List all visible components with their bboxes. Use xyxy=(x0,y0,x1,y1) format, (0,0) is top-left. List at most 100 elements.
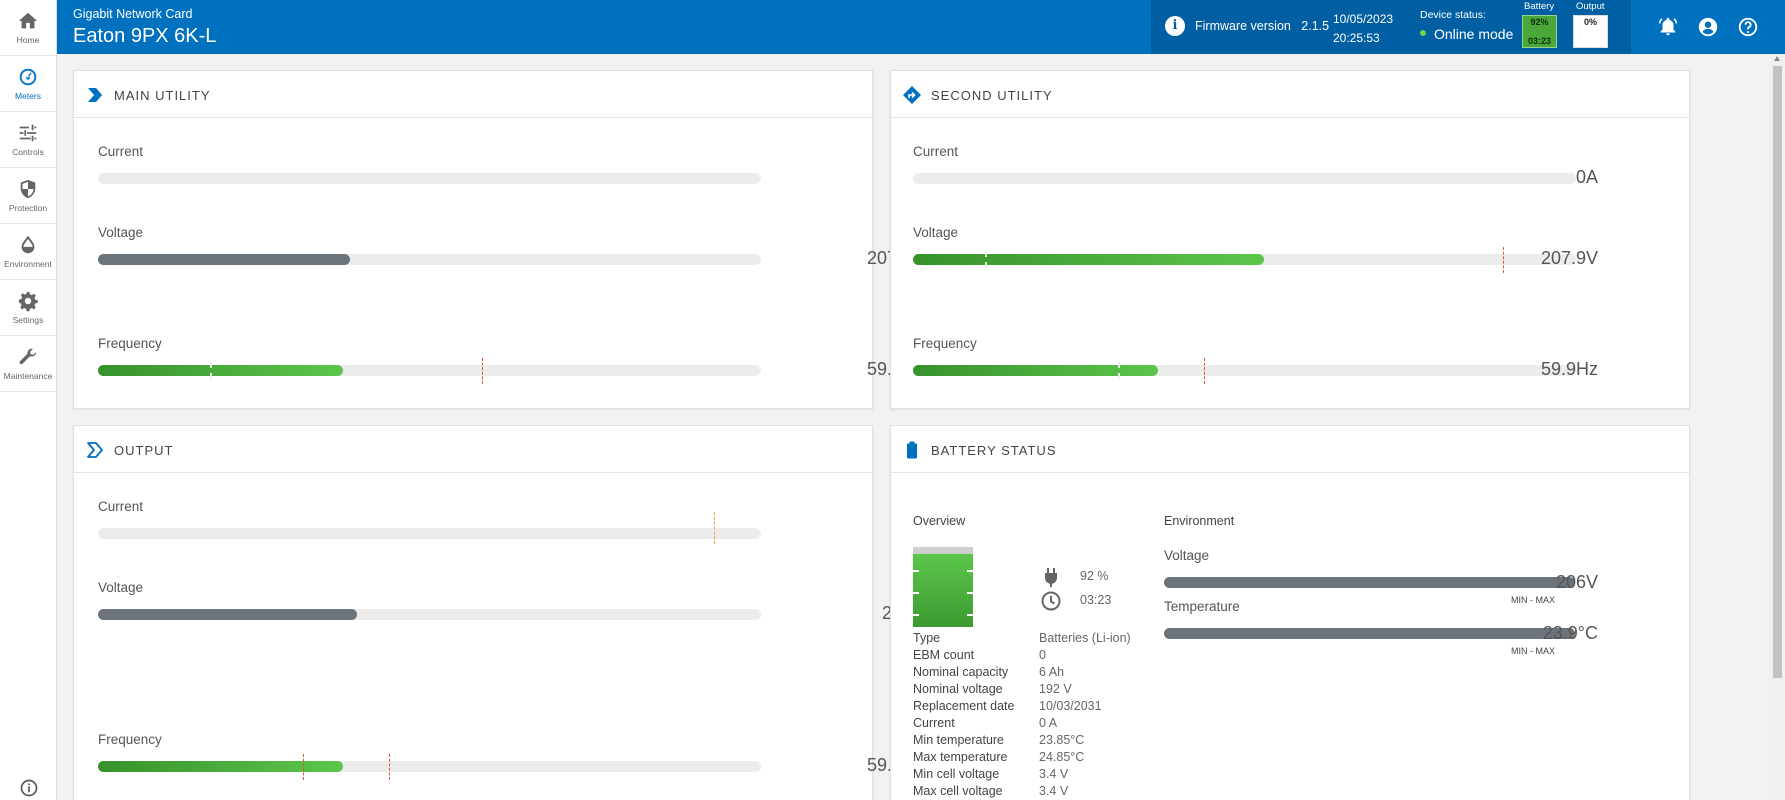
status-dot xyxy=(1420,30,1426,37)
nav-settings[interactable]: Settings xyxy=(0,280,56,336)
current-label: Current xyxy=(913,144,959,159)
spec-value-nominal-voltage: 192 V xyxy=(1039,682,1072,696)
nav-environment-label: Environment xyxy=(4,259,52,269)
panel-title: OUTPUT xyxy=(114,443,174,458)
voltage-bar xyxy=(98,609,761,620)
main-utility-panel: MAIN UTILITY Current 0A Voltage 207.6V F… xyxy=(73,70,924,409)
spec-key-max-temperature: Max temperature xyxy=(913,750,1008,764)
battery-notch xyxy=(913,592,919,594)
firmware-info: Firmware version 2.1.5 xyxy=(1195,19,1329,33)
frequency-bar xyxy=(98,358,761,384)
meter-icon xyxy=(19,68,37,86)
clock-icon xyxy=(1041,591,1061,611)
sliders-icon xyxy=(19,124,37,142)
battery-graphic-fill xyxy=(913,554,973,627)
device-status-text: Online mode xyxy=(1434,26,1514,42)
output-percent: 0% xyxy=(1583,17,1597,27)
spec-value-type: Batteries (Li-ion) xyxy=(1039,631,1131,645)
nav-controls[interactable]: Controls xyxy=(0,112,56,168)
spec-key-current: Current xyxy=(913,716,955,730)
firmware-version: 2.1.5 xyxy=(1301,19,1330,33)
spec-value-current: 0 A xyxy=(1039,716,1058,730)
frequency-label: Frequency xyxy=(913,336,977,351)
spec-key-min-cell-voltage: Min cell voltage xyxy=(913,767,1000,781)
brand-subtitle: Gigabit Network Card xyxy=(73,7,193,21)
battery-charge-graphic xyxy=(913,547,973,627)
help-icon[interactable] xyxy=(1737,16,1759,38)
spec-key-type: Type xyxy=(913,631,941,645)
overview-label: Overview xyxy=(913,514,966,528)
device-status: Online mode xyxy=(1420,26,1513,42)
output-label: Output xyxy=(1576,1,1605,12)
output-panel: OUTPUT Current 0A Voltage 208V Frequency… xyxy=(73,425,924,800)
status-box: i Firmware version 2.1.5 10/05/2023 20:2… xyxy=(1151,0,1631,54)
drop-icon xyxy=(21,235,35,254)
scroll-thumb[interactable] xyxy=(1773,66,1782,678)
output-arrow-icon xyxy=(87,442,103,458)
plug-icon xyxy=(1045,568,1057,587)
frequency-bar-fill xyxy=(913,365,1159,376)
battery-notch xyxy=(967,570,973,572)
panel-title: SECOND UTILITY xyxy=(931,88,1053,103)
voltage-min-marker xyxy=(985,251,987,268)
nav-meters-label: Meters xyxy=(15,91,41,101)
nav-maintenance-label: Maintenance xyxy=(3,371,53,381)
battery-notch xyxy=(967,592,973,594)
spec-value-min-cell-voltage: 3.4 V xyxy=(1039,767,1069,781)
frequency-bar xyxy=(913,358,1576,384)
page-scrollbar[interactable] xyxy=(1770,54,1785,800)
nav-maintenance[interactable]: Maintenance xyxy=(0,336,56,392)
env-voltage-bar xyxy=(1164,577,1575,588)
nav-settings-label: Settings xyxy=(12,315,44,325)
spec-key-nominal-capacity: Nominal capacity xyxy=(913,665,1009,679)
battery-indicator[interactable]: 92% 03:23 xyxy=(1522,15,1557,48)
bypass-icon xyxy=(903,86,921,104)
frequency-label: Frequency xyxy=(98,732,162,747)
battery-icon xyxy=(907,441,917,459)
spec-value-max-cell-voltage: 3.4 V xyxy=(1039,784,1069,798)
spec-value-min-temperature: 23.85°C xyxy=(1039,733,1085,747)
frequency-min-marker xyxy=(1118,362,1120,379)
date-text: 10/05/2023 xyxy=(1333,12,1394,26)
spec-value-max-temperature: 24.85°C xyxy=(1039,750,1085,764)
env-temperature-value: 23.9°C xyxy=(1542,623,1598,643)
nav-protection[interactable]: Protection xyxy=(0,168,56,224)
voltage-label: Voltage xyxy=(98,225,144,240)
firmware-label: Firmware version xyxy=(1195,19,1291,33)
frequency-label: Frequency xyxy=(98,336,162,351)
info-icon[interactable]: i xyxy=(1165,16,1185,36)
arrow-right-icon xyxy=(88,88,102,102)
info-icon xyxy=(20,779,37,797)
frequency-bar-fill xyxy=(98,365,344,376)
battery-notch xyxy=(913,570,919,572)
battery-notch xyxy=(913,614,919,616)
scroll-up-arrow[interactable] xyxy=(1774,56,1780,61)
env-voltage-minmax: MIN - MAX xyxy=(1511,595,1555,605)
panel-header: SECOND UTILITY xyxy=(891,71,1689,118)
current-label: Current xyxy=(98,499,144,514)
spec-key-min-temperature: Min temperature xyxy=(913,733,1005,747)
spec-value-replacement-date: 10/03/2031 xyxy=(1039,699,1102,713)
nav-environment[interactable]: Environment xyxy=(0,224,56,280)
env-voltage-value: 206V xyxy=(1555,572,1598,592)
battery-percent: 92% xyxy=(1530,17,1549,27)
battery-label: Battery xyxy=(1524,1,1555,12)
voltage-value: 207.9V xyxy=(1540,248,1598,268)
wrench-icon xyxy=(19,348,37,365)
user-icon[interactable] xyxy=(1697,16,1719,38)
nav-protection-label: Protection xyxy=(8,203,48,213)
panel-header: BATTERY STATUS xyxy=(891,426,1689,473)
sidebar-info-button[interactable] xyxy=(0,778,57,800)
output-indicator[interactable]: 0% xyxy=(1573,15,1608,48)
battery-graphic-top xyxy=(913,547,973,554)
device-status-label: Device status: xyxy=(1420,9,1486,21)
voltage-label: Voltage xyxy=(98,580,144,595)
nav-home[interactable]: Home xyxy=(0,0,56,56)
voltage-bar-fill xyxy=(98,609,357,620)
home-icon xyxy=(18,12,38,29)
nav-meters[interactable]: Meters xyxy=(0,56,56,112)
frequency-bar-fill xyxy=(98,761,344,772)
bell-icon[interactable] xyxy=(1657,16,1679,38)
battery-notch xyxy=(967,614,973,616)
spec-value-nominal-capacity: 6 Ah xyxy=(1039,665,1065,679)
